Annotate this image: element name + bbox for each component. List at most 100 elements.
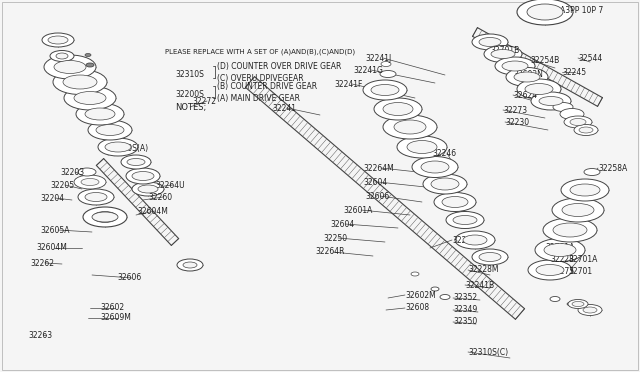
Text: 32241F: 32241F [334, 80, 362, 89]
Ellipse shape [371, 84, 399, 96]
Ellipse shape [491, 49, 515, 58]
Text: 32602: 32602 [100, 304, 124, 312]
Text: 32602N: 32602N [513, 70, 543, 78]
Text: 32604M: 32604M [36, 244, 67, 253]
Text: 32228M: 32228M [468, 266, 499, 275]
Ellipse shape [431, 287, 439, 291]
Ellipse shape [132, 171, 154, 180]
Text: 32230: 32230 [505, 118, 529, 126]
Ellipse shape [553, 223, 587, 237]
Text: 32601A: 32601A [343, 205, 372, 215]
Ellipse shape [484, 45, 522, 62]
Ellipse shape [397, 136, 447, 158]
Text: 32246: 32246 [432, 148, 456, 157]
Ellipse shape [579, 127, 593, 133]
Ellipse shape [562, 203, 594, 217]
Text: 32264M: 32264M [363, 164, 394, 173]
Ellipse shape [74, 175, 106, 189]
Text: 32604: 32604 [363, 177, 387, 186]
Ellipse shape [570, 119, 586, 125]
Ellipse shape [567, 302, 573, 305]
Ellipse shape [105, 142, 131, 152]
Ellipse shape [517, 79, 561, 99]
Text: 32253: 32253 [452, 235, 476, 244]
Ellipse shape [81, 179, 99, 186]
Text: PLEASE REPLACE WITH A SET OF (A)AND(B),(C)AND(D): PLEASE REPLACE WITH A SET OF (A)AND(B),(… [165, 49, 355, 55]
Ellipse shape [536, 264, 564, 276]
Ellipse shape [42, 33, 74, 47]
Ellipse shape [421, 161, 449, 173]
Ellipse shape [411, 272, 419, 276]
Text: 32608: 32608 [405, 304, 429, 312]
Text: 32544: 32544 [578, 54, 602, 62]
Ellipse shape [380, 71, 396, 77]
Text: 32604M: 32604M [137, 206, 168, 215]
Ellipse shape [572, 301, 584, 307]
Ellipse shape [552, 198, 604, 222]
Ellipse shape [85, 192, 107, 202]
Ellipse shape [78, 168, 96, 176]
Ellipse shape [78, 189, 114, 205]
Text: 32350: 32350 [453, 317, 477, 327]
Ellipse shape [53, 70, 107, 94]
Ellipse shape [83, 207, 127, 227]
Text: NOTES;: NOTES; [175, 103, 206, 112]
Text: 32701B: 32701B [490, 45, 519, 55]
Text: 32264R: 32264R [315, 247, 344, 257]
Ellipse shape [479, 253, 501, 262]
Ellipse shape [570, 184, 600, 196]
Text: 32609M: 32609M [100, 314, 131, 323]
Text: 32605A: 32605A [40, 225, 70, 234]
Ellipse shape [543, 218, 597, 242]
Text: 32241B: 32241B [465, 280, 494, 289]
Text: (C) OVERU DPIVEGEAR: (C) OVERU DPIVEGEAR [217, 74, 303, 83]
Text: A3PP 10P 7: A3PP 10P 7 [560, 6, 604, 15]
Ellipse shape [502, 61, 528, 71]
Ellipse shape [514, 72, 540, 82]
Ellipse shape [138, 185, 158, 193]
Text: 32200S(A): 32200S(A) [108, 144, 148, 153]
Ellipse shape [539, 96, 563, 106]
Ellipse shape [63, 75, 97, 89]
Ellipse shape [126, 168, 160, 184]
Text: 32701: 32701 [568, 267, 592, 276]
Ellipse shape [574, 125, 598, 135]
Text: 32200S: 32200S [175, 90, 204, 99]
Ellipse shape [560, 109, 584, 119]
Ellipse shape [88, 120, 132, 140]
Text: (A) MAIN DRIVE GEAR: (A) MAIN DRIVE GEAR [217, 93, 300, 103]
Text: 32602M: 32602M [405, 291, 436, 299]
Ellipse shape [50, 51, 74, 61]
Text: 32310S: 32310S [175, 70, 204, 78]
Ellipse shape [564, 116, 592, 128]
Ellipse shape [506, 67, 548, 87]
Ellipse shape [121, 155, 151, 169]
Text: 32701A: 32701A [568, 256, 597, 264]
Ellipse shape [381, 61, 391, 67]
Text: 32258A: 32258A [598, 164, 627, 173]
Ellipse shape [431, 178, 459, 190]
Text: 32263: 32263 [28, 330, 52, 340]
Ellipse shape [434, 192, 476, 212]
Ellipse shape [64, 86, 116, 110]
Text: 32262: 32262 [30, 259, 54, 267]
Ellipse shape [412, 157, 458, 177]
Text: 32241J: 32241J [365, 54, 391, 62]
Text: (B) COUNTER DRIVE GEAR: (B) COUNTER DRIVE GEAR [217, 81, 317, 90]
Ellipse shape [56, 53, 68, 59]
Ellipse shape [440, 295, 450, 299]
Text: 32264U: 32264U [155, 180, 184, 189]
Text: 32205: 32205 [50, 180, 74, 189]
Ellipse shape [517, 0, 573, 25]
Text: 32250: 32250 [323, 234, 347, 243]
Text: 32204: 32204 [40, 193, 64, 202]
Ellipse shape [528, 260, 572, 280]
Text: 32275: 32275 [550, 267, 574, 276]
Text: 32241: 32241 [272, 103, 296, 112]
Ellipse shape [383, 103, 413, 115]
Ellipse shape [544, 244, 576, 257]
Ellipse shape [561, 179, 609, 201]
Ellipse shape [177, 259, 203, 271]
Text: (D) COUNTER OVER DRIVE GEAR: (D) COUNTER OVER DRIVE GEAR [217, 61, 341, 71]
Ellipse shape [183, 262, 197, 268]
